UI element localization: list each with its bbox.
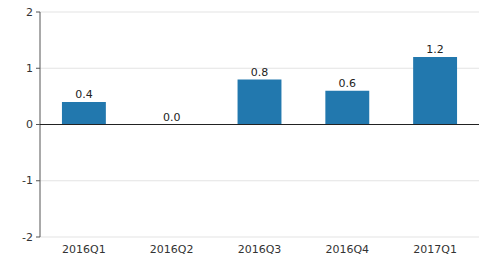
data-label: 0.8 [251, 66, 269, 79]
zero-line [40, 124, 479, 125]
y-tick-label: -1 [22, 174, 33, 187]
bar [62, 102, 106, 125]
bar [413, 57, 457, 125]
y-tick [36, 124, 40, 125]
grid-line [40, 180, 479, 181]
chart-container: -2 -1 0 1 2 0.4 0.0 0.8 0.6 1.2 2016Q1 2016Q2 2016Q3… [0, 0, 491, 265]
y-tick [36, 237, 40, 238]
grid-line [40, 237, 479, 238]
data-label: 0.4 [75, 88, 93, 101]
y-axis: -2 -1 0 1 2 [22, 6, 40, 244]
y-tick-label: 1 [26, 62, 33, 75]
x-tick-label: 2016Q1 [62, 243, 106, 256]
grid-line [40, 12, 479, 13]
y-tick [36, 12, 40, 13]
data-label: 0.0 [163, 111, 181, 124]
y-tick-label: -2 [22, 231, 33, 244]
y-tick [36, 68, 40, 69]
grid-line [40, 124, 479, 125]
data-label: 1.2 [426, 43, 444, 56]
grid [40, 12, 479, 237]
y-tick-label: 2 [26, 6, 33, 19]
bars [62, 57, 457, 125]
x-tick-label: 2016Q4 [325, 243, 369, 256]
x-tick-label: 2016Q3 [238, 243, 282, 256]
x-tick-label: 2017Q1 [413, 243, 457, 256]
y-tick [36, 180, 40, 181]
bar [325, 91, 369, 125]
chart-svg: -2 -1 0 1 2 0.4 0.0 0.8 0.6 1.2 2016Q1 2016Q2 2016Q3… [0, 0, 491, 265]
x-axis: 2016Q1 2016Q2 2016Q3 2016Q4 2017Q1 [62, 243, 457, 256]
y-tick-label: 0 [26, 118, 33, 131]
data-labels: 0.4 0.0 0.8 0.6 1.2 [75, 43, 444, 124]
x-tick-label: 2016Q2 [150, 243, 194, 256]
data-label: 0.6 [339, 77, 357, 90]
bar [238, 80, 282, 125]
